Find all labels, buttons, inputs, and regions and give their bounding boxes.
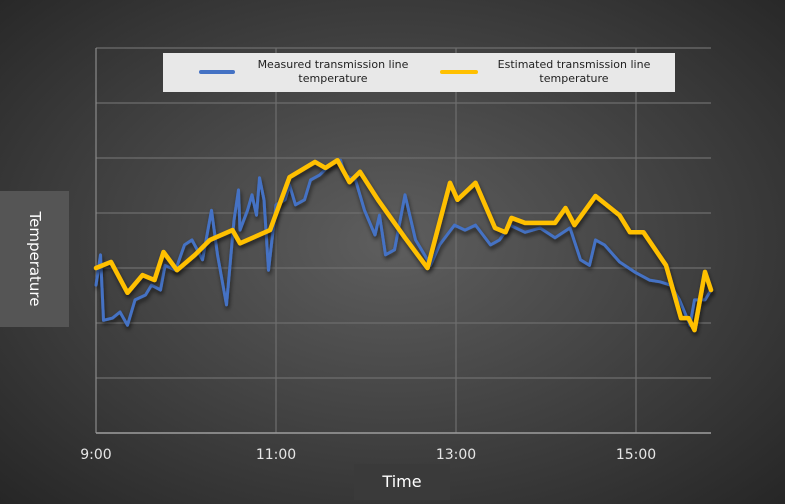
x-tick-label: 11:00 <box>256 447 296 463</box>
x-axis-title: Time <box>382 472 422 491</box>
legend-label-estimated: Estimated transmission line temperature <box>497 58 651 85</box>
gridlines <box>95 47 711 434</box>
x-tick-labels: 9:00 11:00 13:00 15:00 <box>80 447 656 463</box>
estimated-temperature-line <box>93 157 714 333</box>
y-axis-title: Temperature <box>25 211 44 307</box>
legend-swatch-estimated <box>440 70 478 74</box>
measured-temperature-line <box>94 158 713 327</box>
x-tick-label: 13:00 <box>436 447 476 463</box>
x-axis-title-box: Time <box>354 464 450 500</box>
series-lines <box>93 157 714 333</box>
legend: Measured transmission line temperature E… <box>163 53 675 92</box>
x-tick-label: 9:00 <box>80 447 111 463</box>
legend-label-measured: Measured transmission line temperature <box>257 58 409 85</box>
y-axis-title-box: Temperature <box>0 191 69 327</box>
x-tick-label: 15:00 <box>616 447 656 463</box>
legend-swatch-measured <box>199 70 235 74</box>
